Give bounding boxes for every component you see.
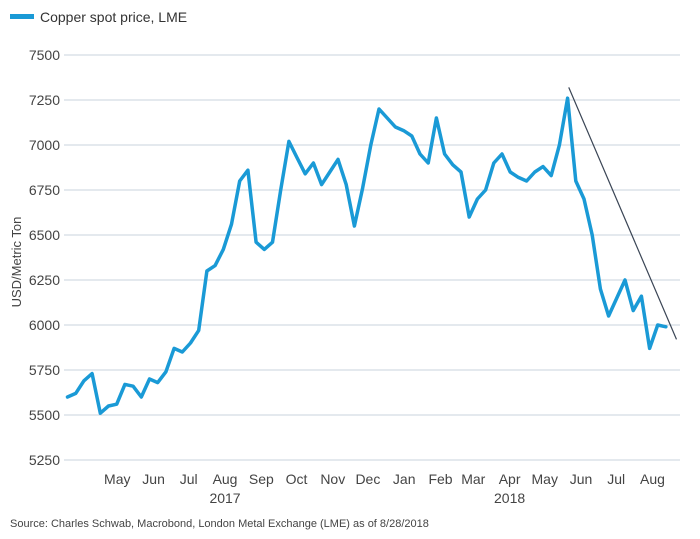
gridlines (64, 54, 680, 461)
x-tick-label-month: Aug (213, 471, 238, 487)
y-tick-label: 7500 (29, 47, 60, 63)
y-axis-label: USD/Metric Ton (9, 217, 24, 308)
x-tick-label-month: Oct (286, 471, 308, 487)
series-layer (65, 96, 668, 415)
x-tick-label-month: Dec (355, 471, 380, 487)
y-tick-label: 7250 (29, 92, 60, 108)
legend: Copper spot price, LME (10, 9, 187, 25)
x-tick-label-month: Nov (320, 471, 345, 487)
x-tick-label-month: Jun (142, 471, 165, 487)
y-tick-label: 6000 (29, 317, 60, 333)
y-tick-label: 6750 (29, 182, 60, 198)
x-tick-label-month: Sep (249, 471, 274, 487)
y-tick-label: 6250 (29, 272, 60, 288)
y-axis-ticks: 5250 5500 5750 6000 6250 6500 6750 7000 7250 7500 (29, 47, 60, 468)
y-tick-label: 5500 (29, 407, 60, 423)
annotation-layer (568, 87, 678, 340)
x-tick-label-month: Feb (428, 471, 452, 487)
x-tick-label-month: May (104, 471, 130, 487)
y-tick-label: 6500 (29, 227, 60, 243)
legend-series-label: Copper spot price, LME (40, 9, 187, 25)
x-axis-ticks: May Jun Jul Aug Sep Oct Nov Dec Jan Feb Mar Apr May J… (104, 471, 665, 506)
x-tick-label-year: 2018 (494, 490, 525, 506)
x-tick-label-month: Mar (461, 471, 485, 487)
legend-swatch (10, 14, 34, 19)
x-tick-label-month: Aug (640, 471, 665, 487)
x-tick-label-month: Jul (180, 471, 198, 487)
x-tick-label-month: Apr (499, 471, 521, 487)
x-tick-label-month: May (532, 471, 558, 487)
y-tick-label: 5750 (29, 362, 60, 378)
x-tick-label-year: 2017 (209, 490, 240, 506)
series-line-copper (65, 96, 668, 415)
source-note: Source: Charles Schwab, Macrobond, Londo… (10, 518, 429, 530)
x-tick-label-month: Jun (570, 471, 593, 487)
y-tick-label: 5250 (29, 452, 60, 468)
x-tick-label-month: Jan (393, 471, 416, 487)
trend-line (568, 87, 678, 340)
x-tick-label-month: Jul (607, 471, 625, 487)
y-tick-label: 7000 (29, 137, 60, 153)
